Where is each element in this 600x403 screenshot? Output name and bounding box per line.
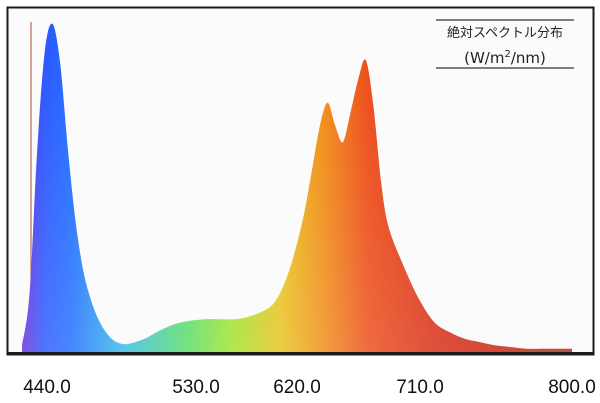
spectrum-shading [22,23,572,352]
x-axis-ticks: 440.0 530.0 620.0 710.0 800.0 [23,377,596,398]
unit-label-main: (W/m [464,49,504,67]
unit-label-tail: /nm) [511,49,546,67]
series-layer [22,23,572,352]
legend-box: 絶対スペクトル分布 (W/m2/nm) [436,19,574,69]
x-tick-label: 620.0 [273,377,321,398]
unit-label: (W/m2/nm) [464,49,546,67]
unit-label-superscript: 2 [504,49,510,60]
x-tick-label: 710.0 [396,377,444,398]
x-tick-label: 530.0 [172,377,220,398]
chart-title: 絶対スペクトル分布 [447,25,563,41]
x-tick-label: 800.0 [548,377,596,398]
x-tick-label: 440.0 [23,377,71,398]
